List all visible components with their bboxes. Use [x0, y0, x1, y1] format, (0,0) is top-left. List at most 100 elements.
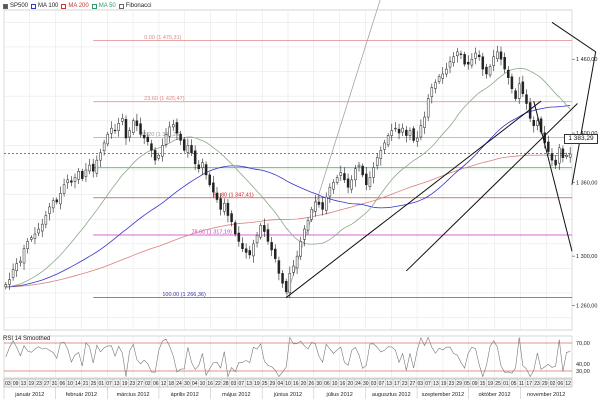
date-day-label: 06: [60, 381, 66, 387]
candle-body: [321, 202, 324, 210]
candle-body: [270, 242, 273, 251]
candle-body: [346, 178, 350, 188]
candle: [470, 53, 474, 69]
candle-body: [405, 129, 408, 136]
candle: [51, 197, 55, 213]
date-day-label: 24: [355, 381, 361, 387]
candle-body: [117, 122, 120, 131]
candle: [554, 155, 557, 170]
date-day-label: 23: [402, 381, 408, 387]
rsi-line: [5, 336, 571, 378]
candle: [182, 137, 186, 153]
date-day-label: 23: [36, 381, 42, 387]
y-tick-label: 1 260,00: [576, 303, 597, 309]
candle-body: [244, 248, 248, 253]
date-day-label: 07: [425, 381, 431, 387]
candle: [277, 256, 281, 281]
fibonacci-level-label: 78.60 (1 317,19): [192, 229, 233, 235]
candle-body: [507, 69, 510, 78]
candle-body: [288, 273, 292, 294]
legend-item-ma200[interactable]: MA 200: [61, 1, 89, 11]
candle-body: [70, 180, 73, 183]
candle-body: [91, 163, 95, 172]
date-month-label: szeptember 2012: [422, 392, 465, 398]
candle: [372, 162, 375, 184]
legend-item-fibonacci[interactable]: Fibonacci: [118, 1, 152, 11]
candle-body: [430, 87, 434, 97]
legend-label: Fibonacci: [125, 3, 152, 9]
checkbox-icon[interactable]: [61, 3, 67, 9]
candle: [474, 47, 477, 65]
candle-body: [11, 269, 15, 278]
candle: [248, 245, 252, 259]
moving-averages: [5, 67, 571, 288]
candle: [394, 122, 397, 132]
candle-body: [226, 202, 230, 216]
date-day-label: 20: [301, 381, 307, 387]
candle: [62, 178, 66, 197]
candle-body: [390, 130, 394, 136]
candle: [350, 175, 353, 194]
candle: [4, 282, 8, 290]
candle: [168, 121, 171, 143]
candle-body: [419, 125, 423, 138]
candle: [477, 50, 481, 61]
candle-body: [284, 281, 288, 293]
candle-body: [55, 199, 59, 203]
date-day-label: 19: [254, 381, 260, 387]
candle-body: [324, 196, 328, 211]
candle-body: [277, 260, 281, 274]
date-day-label: 09: [472, 381, 478, 387]
date-month-label: július 2012: [325, 392, 352, 398]
checkbox-icon[interactable]: [91, 3, 97, 9]
candle-body: [448, 61, 452, 68]
candle: [517, 76, 521, 105]
candle: [142, 129, 146, 145]
trend-line: [533, 100, 573, 252]
candle: [496, 45, 499, 62]
date-day-label: 13: [386, 381, 392, 387]
date-day-label: 06: [153, 381, 159, 387]
candle: [106, 131, 110, 147]
candle-body: [179, 133, 182, 141]
checkbox-icon[interactable]: [118, 3, 124, 9]
date-day-label: 29: [542, 381, 548, 387]
candle-body: [73, 177, 77, 182]
candle: [324, 192, 328, 215]
candle: [383, 139, 386, 154]
candle-body: [48, 206, 51, 214]
candle: [233, 220, 237, 237]
candle: [437, 74, 441, 85]
candle-body: [445, 68, 448, 75]
legend-item-ma100[interactable]: MA 100: [31, 1, 58, 11]
legend-label: MA 50: [98, 3, 116, 9]
fibonacci-level-label: 38.20 (1 396,26): [141, 132, 182, 138]
date-day-label: 05: [511, 381, 517, 387]
candle: [536, 117, 539, 131]
candle: [510, 73, 514, 94]
candle: [525, 89, 528, 110]
candle-body: [197, 164, 201, 170]
candle: [354, 164, 357, 187]
candle-body: [8, 279, 11, 285]
date-day-label: 04: [277, 381, 283, 387]
candle-body: [193, 150, 197, 165]
candle: [172, 119, 175, 131]
candle-body: [215, 192, 219, 200]
legend-item-sp500[interactable]: SP500: [3, 1, 28, 11]
candle: [419, 119, 423, 141]
checkbox-icon[interactable]: [3, 3, 8, 9]
candle-body: [354, 168, 357, 181]
candle: [423, 111, 426, 134]
legend-item-ma50[interactable]: MA 50: [91, 1, 116, 11]
date-day-label: 28: [223, 381, 229, 387]
candle: [132, 118, 135, 136]
date-day-label: 05: [464, 381, 470, 387]
candle-body: [361, 165, 364, 176]
candle-body: [510, 76, 514, 90]
candle: [153, 147, 157, 165]
candle-body: [230, 213, 233, 222]
checkbox-icon[interactable]: [31, 3, 37, 9]
candle: [110, 121, 113, 139]
candle-body: [37, 228, 40, 234]
